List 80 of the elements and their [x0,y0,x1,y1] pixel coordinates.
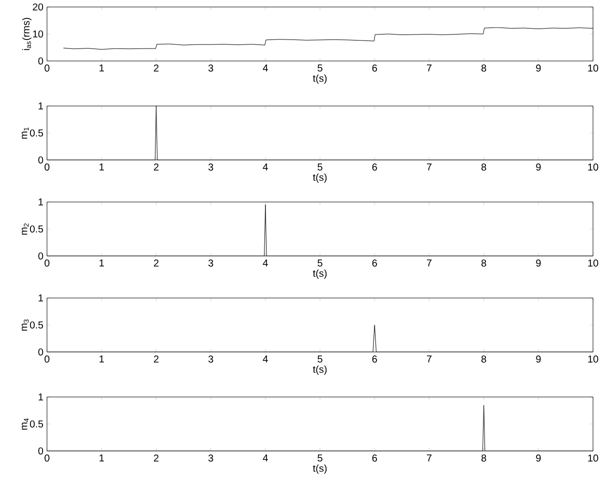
x-tick-label: 6 [372,164,377,171]
x-tick-label: 9 [536,64,541,72]
x-tick-label: 9 [536,260,541,267]
x-tick-label: 8 [481,64,486,72]
y-tick-label: 20 [32,3,44,11]
y-axis-title: m$_{1}$ [22,127,29,139]
x-tick-label: 4 [262,454,268,462]
y-tick-label: 0 [38,252,44,260]
x-tick-label: 3 [208,164,214,171]
x-axis-title: t(s) [312,365,327,375]
y-tick-label: 0.5 [30,225,44,233]
x-tick-label: 0 [44,454,50,462]
y-axis-title: m$_{4}$ [22,418,29,430]
x-tick-label: 2 [154,260,158,266]
x-tick-label: 2 [154,356,158,362]
x-tick-label: 0 [44,356,50,363]
x-tick-label: 9 [536,164,541,171]
y-axis-title: i$_{as}$(rms) [22,18,32,50]
x-tick-label: 6 [372,260,377,267]
x-tick-label: 4 [262,356,268,362]
x-axis-title: t(s) [312,74,327,84]
x-tick-label: 5 [318,164,322,170]
x-tick-label: 10 [588,164,598,171]
x-tick-label: 8 [481,454,486,462]
x-tick-label: 7 [426,356,432,362]
x-tick-label: 8 [481,164,486,171]
x-tick-label: 1 [100,356,104,362]
x-tick-label: 5 [318,64,322,72]
x-tick-label: 1 [100,454,104,462]
y-tick-label: 0.5 [30,321,44,329]
y-axis-title: m$_{2}$ [22,223,29,235]
x-tick-label: 2 [154,164,158,171]
x-tick-label: 1 [100,164,104,170]
x-tick-label: 7 [426,64,432,72]
x-tick-label: 0 [44,260,50,267]
y-axis-title: m$_{3}$ [22,319,29,331]
x-tick-label: 10 [588,64,598,72]
x-tick-label: 4 [262,64,268,72]
x-tick-label: 8 [481,356,486,363]
x-tick-label: 4 [262,164,268,170]
x-tick-label: 7 [426,260,432,266]
x-tick-label: 3 [208,454,214,462]
x-tick-label: 0 [44,164,50,171]
x-tick-label: 7 [426,454,432,462]
x-tick-label: 9 [536,454,541,462]
x-axis-title: t(s) [312,464,327,474]
x-tick-label: 3 [208,356,214,363]
y-tick-label: 1 [38,394,43,400]
y-tick-label: 1 [38,198,43,206]
y-tick-label: 10 [33,30,44,38]
x-tick-label: 4 [262,260,268,266]
y-tick-label: 1 [38,102,43,110]
y-tick-label: 0 [38,447,44,455]
y-tick-label: 0 [38,57,44,65]
x-tick-label: 0 [44,64,50,72]
x-tick-label: 6 [372,64,377,72]
x-tick-label: 9 [536,356,541,363]
x-tick-label: 8 [481,260,486,267]
x-axis-title: t(s) [312,269,327,279]
x-tick-label: 6 [372,356,377,363]
y-tick-label: 0.5 [30,129,44,137]
x-tick-label: 2 [154,64,158,72]
y-tick-label: 0.5 [30,420,44,428]
x-tick-label: 5 [318,260,322,266]
x-tick-label: 7 [426,164,432,170]
x-tick-label: 3 [208,260,214,267]
y-tick-label: 0 [38,348,44,356]
x-tick-label: 3 [208,64,214,72]
x-tick-label: 5 [318,454,322,462]
x-tick-label: 6 [372,454,377,462]
x-tick-label: 1 [100,64,104,72]
x-tick-label: 10 [588,454,598,462]
x-tick-label: 10 [588,260,598,267]
x-tick-label: 1 [100,260,104,266]
y-tick-label: 0 [38,156,44,164]
x-tick-label: 2 [154,454,158,462]
x-tick-label: 5 [318,356,322,362]
x-axis-title: t(s) [312,173,327,183]
y-tick-label: 1 [38,294,43,302]
x-tick-label: 10 [588,356,598,363]
